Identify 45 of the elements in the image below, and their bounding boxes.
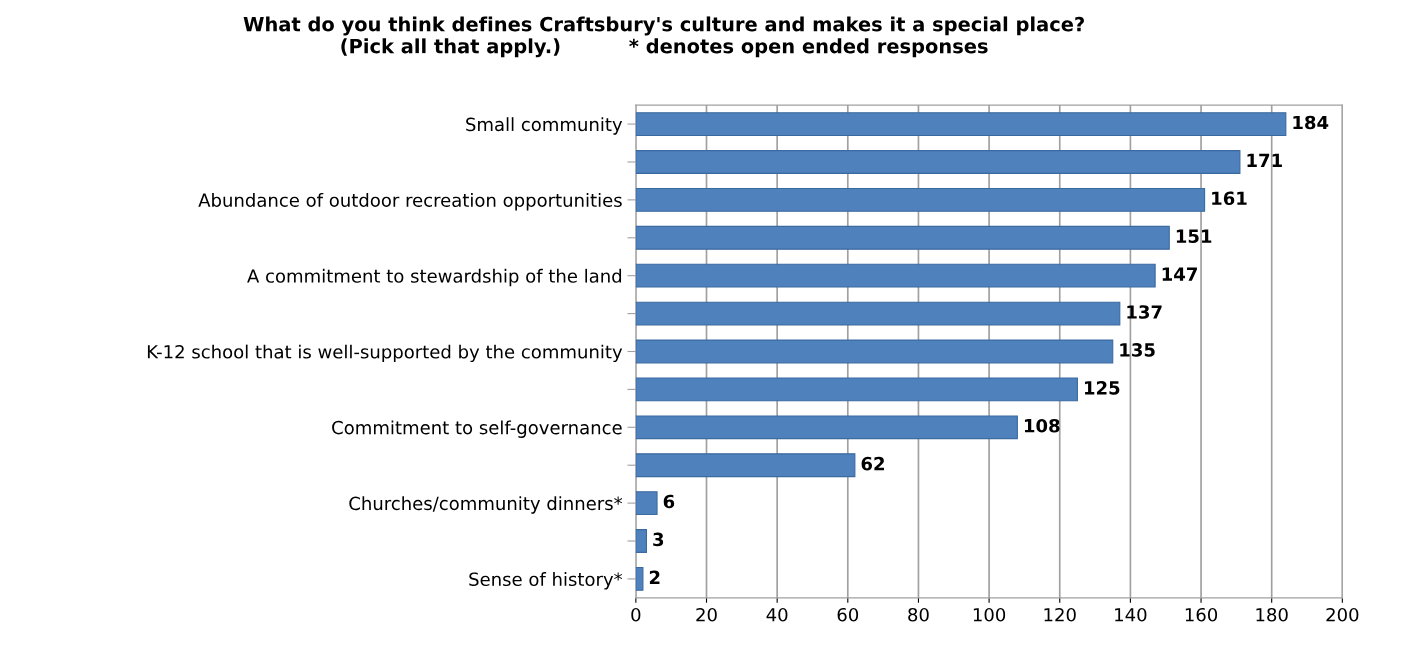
bar: [635, 187, 1206, 212]
data-label: 6: [663, 494, 675, 509]
data-label: 151: [1176, 229, 1212, 244]
y-tick-label: A commitment to stewardship of the land: [247, 268, 622, 287]
data-label: 3: [653, 532, 664, 547]
x-tick-label: 140: [1115, 607, 1147, 622]
x-tick-label: 160: [1185, 607, 1218, 622]
bar: [635, 491, 658, 516]
bar: [635, 225, 1170, 250]
x-tick-label: 200: [1326, 607, 1359, 622]
bar: [635, 415, 1018, 440]
bar: [635, 566, 644, 591]
bar: [635, 453, 856, 478]
data-label: 108: [1024, 418, 1060, 433]
x-tick-label: 80: [908, 607, 929, 622]
x-tick-label: 0: [631, 607, 641, 622]
data-label: 125: [1085, 380, 1120, 395]
x-tick-label: 180: [1256, 607, 1288, 622]
data-label: 147: [1162, 267, 1197, 281]
data-label: 62: [861, 456, 884, 471]
y-tick-label: Sense of history*: [469, 572, 623, 590]
y-tick-label: Commitment to self-governance: [332, 420, 622, 438]
data-label: 137: [1127, 305, 1162, 319]
data-label: 135: [1120, 343, 1155, 357]
chart-title: What do you think defines Craftsbury's culture and makes it a special place? (Pick all that apply.) * denotes open ended responses: [243, 16, 1084, 58]
bar: [635, 529, 648, 553]
data-label: 171: [1247, 153, 1282, 167]
bar: [635, 377, 1078, 402]
data-label: 161: [1212, 191, 1247, 206]
bar: [635, 150, 1241, 174]
bar: [635, 339, 1114, 364]
x-tick-label: 20: [696, 607, 717, 622]
data-label: 2: [649, 570, 660, 584]
bar: [635, 301, 1121, 326]
x-tick-label: 120: [1044, 607, 1076, 622]
bar: [635, 263, 1156, 288]
bar: [635, 112, 1287, 136]
y-tick-label: K-12 school that is well-supported by the community: [147, 344, 623, 363]
x-tick-label: 100: [973, 607, 1006, 622]
y-tick-label: Abundance of outdoor recreation opportunities: [198, 193, 622, 211]
y-tick-label: Churches/community dinners*: [349, 496, 623, 514]
y-tick-label: Small community: [466, 117, 623, 135]
data-label: 184: [1293, 115, 1329, 130]
x-tick-label: 60: [837, 607, 859, 622]
x-tick-label: 40: [766, 607, 788, 622]
